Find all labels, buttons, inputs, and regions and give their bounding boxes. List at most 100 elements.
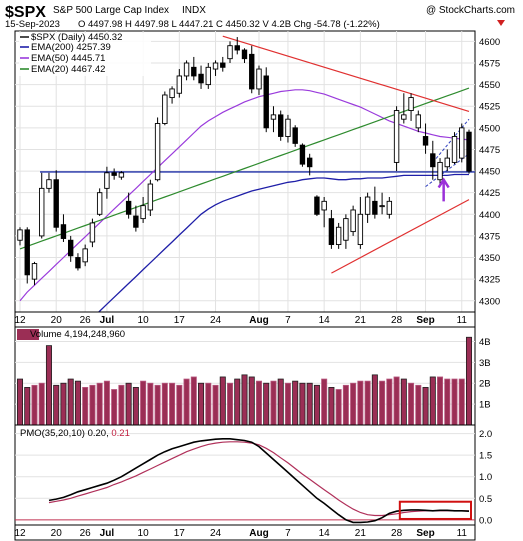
candle-body (372, 200, 378, 215)
candle-body (415, 114, 422, 129)
date-tick-label: 17 (174, 528, 186, 539)
candle-body (379, 205, 385, 208)
volume-tick-label: 4B (479, 337, 491, 348)
pmo-highlight-box (398, 500, 472, 520)
volume-bar (118, 384, 125, 426)
candle-body (249, 53, 255, 90)
volume-bar (458, 378, 465, 426)
candle-body (82, 248, 88, 263)
volume-bar (306, 382, 313, 426)
price-tick-label: 4375 (479, 231, 500, 242)
volume-bar (154, 384, 161, 426)
volume-bar (227, 382, 234, 426)
price-tick-label: 4350 (479, 253, 500, 264)
date-tick-label: Aug (249, 528, 268, 539)
candle-body (466, 131, 472, 172)
date-tick-label: Sep (416, 315, 434, 326)
candle-body (270, 114, 277, 120)
candle-body (191, 66, 197, 77)
volume-bar (422, 386, 429, 426)
candle-body (60, 224, 67, 239)
ohlc-label: O 4497.98 H 4497.98 L 4447.21 C 4450.32 … (78, 19, 380, 30)
volume-bar (234, 378, 241, 426)
volume-legend: Volume 4,194,248,960 (30, 329, 125, 340)
date-tick-label: Aug (249, 315, 268, 326)
date-tick-label: 21 (355, 528, 367, 539)
volume-bar (284, 382, 291, 426)
volume-bar (415, 384, 422, 426)
volume-bar (176, 384, 183, 426)
symbol-title: $SPX (5, 4, 46, 21)
date-tick-label: 11 (457, 528, 468, 539)
candle-body (198, 73, 204, 84)
volume-bar (321, 378, 328, 426)
volume-bar (379, 380, 386, 426)
candle-body (31, 263, 38, 280)
candle-body (39, 187, 45, 237)
volume-bar (429, 376, 436, 426)
candle-body (343, 218, 349, 241)
candle-body (285, 118, 291, 137)
candle-body (263, 75, 269, 129)
ema20-legend: EMA(20) 4467.42 (31, 64, 105, 75)
date-tick-label: Jul (100, 528, 115, 539)
volume-bar (24, 386, 31, 426)
volume-tick-label: 2B (479, 379, 491, 390)
volume-bar (31, 384, 38, 426)
date-tick-label: 21 (355, 315, 367, 326)
ema200-legend: EMA(200) 4257.39 (31, 42, 111, 53)
date-tick-label: 28 (391, 528, 403, 539)
change-down-icon (497, 20, 505, 26)
volume-bar (400, 378, 407, 426)
volume-bar (125, 382, 132, 426)
volume-bar (140, 380, 147, 426)
volume-bar (132, 386, 139, 426)
volume-bar (89, 384, 96, 426)
candle-body (241, 49, 248, 60)
candle-body (125, 200, 132, 215)
candle-body (422, 136, 429, 146)
pmo-signal-value: 0.21 (111, 428, 130, 439)
candle-body (335, 226, 342, 246)
candle-body (53, 179, 59, 228)
volume-bar (313, 384, 320, 426)
candle-body (314, 196, 320, 215)
pmo-tick-label: 1.5 (479, 451, 492, 462)
volume-bar (60, 382, 67, 426)
volume-bar (328, 386, 335, 426)
candle-body (234, 45, 240, 51)
date-tick-label: 7 (285, 528, 291, 539)
volume-bar (96, 382, 103, 426)
candle-body (444, 157, 450, 168)
price-tick-label: 4300 (479, 296, 500, 307)
volume-bar (198, 382, 205, 426)
price-tick-label: 4325 (479, 275, 500, 286)
volume-tick-label: 3B (479, 358, 491, 369)
date-tick-label: 10 (138, 528, 150, 539)
price-tick-label: 4575 (479, 58, 500, 69)
volume-bar (67, 378, 74, 426)
date-tick-label: 12 (14, 315, 26, 326)
volume-tick-label: 1B (479, 400, 491, 411)
candle-body (350, 209, 356, 233)
date-tick-label: 10 (138, 315, 150, 326)
channel-upper-line (432, 118, 470, 163)
volume-bar (444, 378, 451, 426)
candle-body (75, 257, 81, 269)
pmo-legend: PMO(35,20,10) 0.20, 0.21 (20, 428, 130, 439)
price-tick-label: 4550 (479, 80, 500, 91)
volume-bar (82, 386, 89, 426)
volume-bar (205, 382, 212, 426)
date-label: 15-Sep-2023 (5, 19, 60, 30)
pmo-tick-label: 2.0 (479, 429, 492, 440)
volume-bar (183, 378, 190, 426)
date-tick-label: 14 (319, 315, 331, 326)
date-tick-label: 17 (174, 315, 186, 326)
price-tick-label: 4425 (479, 188, 500, 199)
volume-bar (45, 345, 52, 426)
volume-bar (357, 380, 364, 426)
volume-bar (248, 376, 255, 426)
candle-body (154, 123, 161, 181)
volume-bar (16, 378, 24, 426)
